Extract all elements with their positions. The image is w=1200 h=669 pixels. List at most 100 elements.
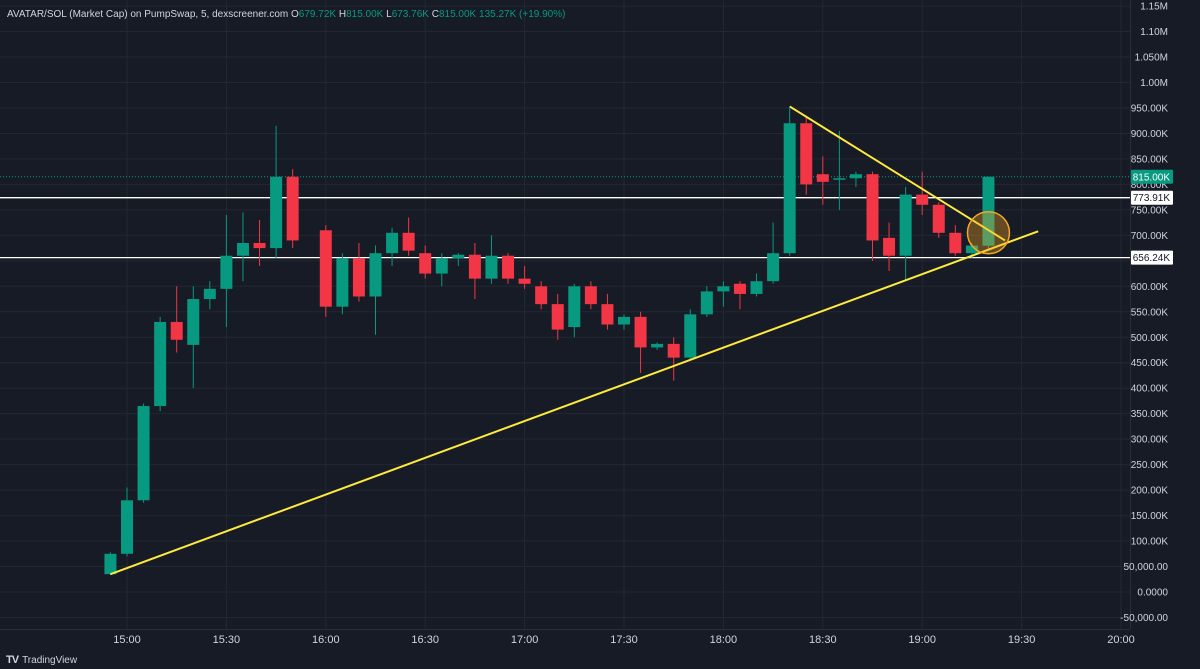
price-axis-label: 350.00K	[1131, 409, 1169, 420]
candle-down	[352, 258, 365, 297]
candle-up	[767, 253, 780, 282]
price-axis-label: 900.00K	[1131, 129, 1169, 140]
candle-up	[121, 500, 133, 554]
candle-up	[651, 343, 664, 348]
tradingview-logo-icon: TV	[6, 654, 19, 666]
candle-down	[733, 283, 746, 294]
price-axis-label: 1.15M	[1140, 2, 1168, 13]
candle-up	[750, 281, 763, 294]
price-axis-label: 700.00K	[1131, 231, 1169, 242]
candle-down	[502, 255, 515, 279]
candle-up	[187, 299, 200, 345]
candle-up	[220, 255, 233, 289]
time-axis-label: 17:30	[610, 634, 638, 646]
candle-up	[899, 194, 912, 256]
candle-up	[618, 316, 630, 325]
price-axis-label: 600.00K	[1131, 282, 1169, 293]
price-axis-label: 400.00K	[1131, 384, 1169, 395]
candle-down	[419, 253, 432, 274]
price-axis-label: 1.050M	[1135, 53, 1168, 64]
time-axis-label: 15:00	[113, 634, 141, 646]
candle-up	[104, 553, 117, 575]
legend-symbol: AVATAR/SOL (Market Cap) on PumpSwap, 5, …	[7, 9, 289, 20]
candle-down	[319, 230, 332, 307]
legend-close-label: C	[431, 9, 439, 20]
candle-up	[435, 258, 448, 274]
candle-up	[137, 406, 150, 501]
candle-up	[717, 286, 730, 292]
time-axis-label: 16:30	[411, 634, 439, 646]
level-label: 656.24K	[1133, 253, 1171, 264]
level-label: 773.91K	[1133, 193, 1171, 204]
price-axis-label: 750.00K	[1131, 205, 1169, 216]
candle-up	[203, 288, 216, 300]
legend-close: 815.00K	[438, 9, 477, 20]
price-axis-label: 800.00K	[1131, 180, 1169, 191]
candle-up	[833, 178, 846, 180]
candle-down	[402, 232, 415, 251]
price-axis-label: 450.00K	[1131, 358, 1169, 369]
candle-down	[667, 343, 680, 358]
candle-up	[485, 255, 498, 279]
price-axis-label: 150.00K	[1131, 511, 1169, 522]
legend-open: 679.72K	[298, 9, 337, 20]
candle-down	[468, 254, 481, 279]
price-axis-label: 850.00K	[1131, 154, 1169, 165]
candle-up	[684, 314, 697, 358]
candle-up	[452, 254, 465, 259]
candle-up	[369, 253, 382, 297]
price-axis-label: 1.10M	[1140, 27, 1168, 38]
time-axis-label: 16:00	[312, 634, 340, 646]
candle-down	[286, 176, 299, 241]
price-axis-label: 0.0000	[1137, 588, 1168, 599]
candle-down	[518, 278, 531, 284]
candle-down	[866, 174, 879, 241]
candle-down	[883, 237, 896, 256]
candle-down	[949, 232, 962, 254]
legend-high: 815.00K	[346, 9, 384, 20]
legend-low: 673.76K	[391, 9, 429, 20]
tradingview-brand[interactable]: TV TradingView	[6, 654, 77, 666]
candle-up	[568, 286, 581, 328]
candle-up	[965, 245, 978, 254]
time-axis-label: 19:00	[908, 634, 936, 646]
chart-legend: AVATAR/SOL (Market Cap) on PumpSwap, 5, …	[7, 9, 565, 20]
candle-up	[270, 176, 283, 249]
price-axis-label: 50,000.00	[1124, 562, 1169, 573]
price-axis-label: 950.00K	[1131, 103, 1169, 114]
level-label-box	[1131, 250, 1173, 265]
candle-down	[634, 316, 647, 348]
candle-down	[601, 304, 614, 325]
candle-down	[932, 204, 945, 233]
level-label-box	[1131, 190, 1173, 205]
brand-name: TradingView	[22, 654, 78, 666]
candle-down	[800, 123, 813, 185]
time-axis-label: 18:00	[710, 634, 738, 646]
legend-change: 135.27K (+19.90%)	[479, 9, 566, 20]
candle-down	[253, 242, 266, 249]
candle-up	[386, 232, 399, 254]
time-axis-label: 19:30	[1008, 634, 1036, 646]
price-axis-label: 250.00K	[1131, 460, 1169, 471]
price-axis-label: 300.00K	[1131, 435, 1169, 446]
time-axis-label: 18:30	[809, 634, 837, 646]
candle-down	[584, 286, 597, 305]
price-axis-label: 500.00K	[1131, 333, 1169, 344]
price-axis-label: -50,000.00	[1120, 613, 1168, 624]
price-axis-label: 550.00K	[1131, 307, 1169, 318]
candle-down	[916, 194, 929, 205]
last-price-box	[1131, 169, 1173, 184]
candle-up	[700, 291, 713, 315]
price-axis-label: 200.00K	[1131, 486, 1169, 497]
time-axis-label: 15:30	[213, 634, 241, 646]
time-axis-label: 17:00	[511, 634, 539, 646]
candle-down	[816, 174, 829, 182]
time-axis-label: 20:00	[1107, 634, 1135, 646]
legend-open-label: O	[291, 9, 299, 20]
candle-up	[849, 174, 862, 179]
candle-down	[170, 321, 183, 340]
legend-low-label: L	[386, 9, 392, 20]
price-axis-label: 1.00M	[1140, 78, 1168, 89]
highlight-circle	[966, 211, 1011, 255]
